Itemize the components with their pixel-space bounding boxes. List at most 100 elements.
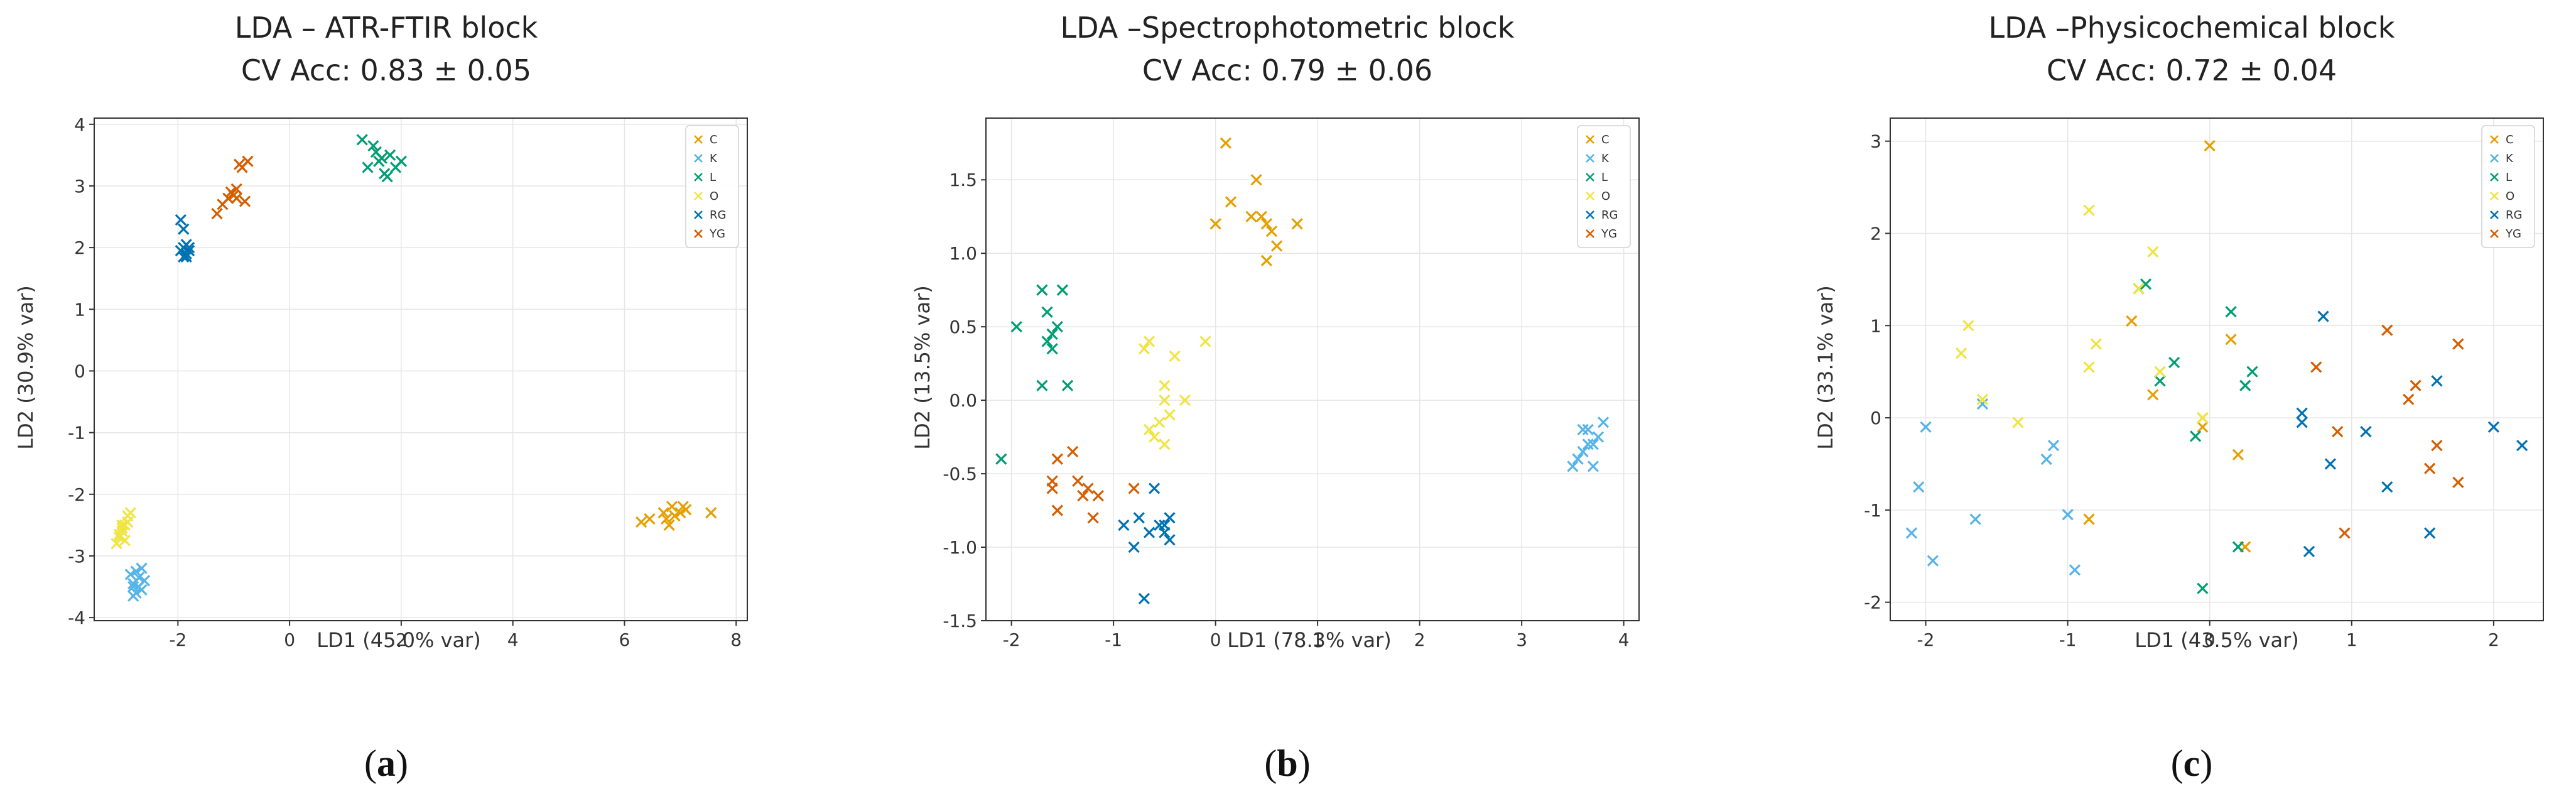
data-point: [367, 140, 379, 152]
y-tick-label: 0.0: [949, 390, 977, 411]
data-point: [2083, 513, 2095, 525]
data-point: [995, 453, 1007, 465]
legend-label: C: [710, 133, 718, 146]
data-point: [635, 516, 647, 528]
legend-marker: [694, 173, 703, 182]
data-point: [1041, 335, 1053, 347]
data-point: [1969, 513, 1981, 525]
legend-marker: [694, 135, 703, 144]
data-point: [133, 572, 145, 584]
data-point: [356, 134, 368, 146]
data-point: [1199, 335, 1211, 347]
y-tick-label: 2: [1870, 223, 1881, 244]
legend-label: O: [2506, 190, 2514, 203]
data-point: [1270, 240, 1283, 252]
chart-title: LDA –Physicochemical block: [1989, 11, 2395, 45]
legend-marker: [2490, 229, 2499, 238]
data-point: [1036, 379, 1048, 391]
data-point: [2303, 545, 2315, 558]
data-point: [136, 584, 148, 596]
data-point: [2012, 417, 2024, 428]
data-point: [2324, 458, 2337, 470]
legend-marker: [2490, 210, 2499, 219]
data-point: [1082, 482, 1094, 494]
data-point: [1905, 527, 1918, 539]
x-tick-label: 2: [2488, 629, 2499, 650]
y-tick-label: 1.5: [949, 170, 977, 190]
data-point: [2423, 462, 2436, 474]
legend-label: O: [710, 190, 718, 203]
data-point: [2296, 407, 2308, 419]
data-point: [1927, 555, 1939, 567]
data-point: [2431, 439, 2443, 452]
series-yg: [211, 155, 254, 220]
data-point: [136, 562, 148, 574]
legend-box: [685, 125, 739, 248]
series-l: [995, 284, 1074, 465]
data-point: [2197, 421, 2209, 433]
x-tick-label: 1: [2346, 629, 2357, 650]
data-point: [111, 538, 122, 550]
data-point: [127, 580, 139, 593]
legend-marker: [694, 229, 703, 238]
x-axis-label: LD1 (45.0% var): [317, 628, 481, 652]
data-point: [2332, 425, 2344, 438]
x-tick-label: 2: [1414, 629, 1426, 650]
panel-caption: (c): [2171, 743, 2213, 784]
y-tick-label: 1.0: [949, 243, 977, 264]
x-tick-label: 2: [396, 629, 407, 650]
x-axis-label: LD1 (78.3% var): [1227, 628, 1392, 652]
x-tick-label: 4: [507, 629, 519, 650]
data-point: [1051, 321, 1063, 333]
data-point: [1245, 210, 1257, 222]
data-point: [376, 152, 387, 164]
y-tick-label: 3: [1870, 131, 1881, 152]
chart-subtitle: CV Acc: 0.72 ± 0.04: [2047, 53, 2337, 87]
data-point: [2381, 481, 2393, 493]
data-point: [178, 242, 190, 254]
data-point: [1159, 438, 1171, 450]
data-point: [1255, 210, 1267, 222]
data-point: [122, 516, 134, 528]
data-point: [1092, 490, 1104, 502]
y-tick-label: -2: [1864, 592, 1881, 613]
data-point: [1976, 398, 1989, 410]
data-point: [2360, 425, 2372, 438]
data-point: [384, 149, 396, 161]
data-point: [2310, 361, 2322, 373]
legend-label: L: [2506, 171, 2512, 184]
data-point: [2147, 389, 2159, 401]
data-point: [381, 171, 393, 183]
data-point: [2083, 204, 2095, 216]
data-point: [113, 528, 126, 540]
series-o: [1955, 204, 2209, 428]
data-point: [1154, 519, 1166, 531]
data-point: [1046, 343, 1058, 355]
legend-marker: [1586, 192, 1594, 200]
plot-area: [985, 117, 1640, 621]
data-point: [680, 504, 692, 516]
data-point: [1260, 254, 1273, 267]
y-tick-label: 2: [74, 237, 85, 258]
series-o: [111, 507, 136, 550]
data-point: [395, 155, 408, 167]
data-point: [242, 155, 254, 167]
data-point: [2232, 541, 2244, 553]
y-tick-label: 0: [74, 361, 85, 381]
data-point: [2246, 366, 2258, 378]
legend-marker: [694, 154, 703, 163]
data-point: [2154, 366, 2166, 378]
data-point: [2410, 379, 2422, 391]
legend-label: YG: [2505, 227, 2521, 241]
data-point: [2516, 439, 2528, 452]
panel-caption: (b): [1264, 743, 1310, 784]
data-point: [2062, 509, 2074, 521]
series-yg: [2310, 324, 2464, 539]
data-point: [2296, 417, 2308, 428]
y-tick-label: 0.5: [949, 317, 977, 337]
series-c: [635, 501, 717, 531]
data-point: [116, 519, 128, 531]
data-point: [1087, 512, 1099, 524]
data-point: [1143, 526, 1155, 538]
